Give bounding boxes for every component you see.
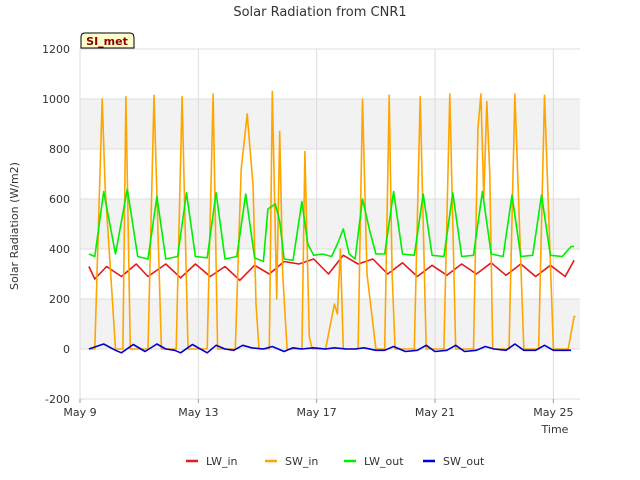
y-tick-label: 0: [63, 343, 70, 356]
y-tick-label: 800: [49, 143, 70, 156]
chart-title: Solar Radiation from CNR1: [233, 5, 406, 20]
y-axis-label: Solar Radiation (W/m2): [8, 162, 21, 290]
x-tick-label: May 25: [533, 406, 573, 419]
series-line-sw-out: [88, 343, 572, 354]
legend-label-sw-in: SW_in: [285, 455, 318, 468]
x-axis-label: Time: [541, 423, 569, 436]
axis-ticks: -200 0 200 400 600 800 1000 1200 May 9 May 13 May …: [42, 43, 573, 419]
station-badge-box: [80, 32, 135, 49]
x-tick-label: May 13: [178, 406, 218, 419]
x-tick-label: May 21: [415, 406, 455, 419]
plot-bands: [80, 49, 580, 399]
x-tick-label: May 17: [297, 406, 337, 419]
plot-band: [80, 249, 580, 299]
y-tick-label: 600: [49, 193, 70, 206]
plot-band: [80, 349, 580, 399]
legend: LW_in SW_in LW_out SW_out: [186, 455, 485, 468]
y-tick-label: 1200: [42, 43, 70, 56]
y-tick-label: 1000: [42, 93, 70, 106]
x-tick-label: May 9: [63, 406, 96, 419]
y-tick-label: 400: [49, 243, 70, 256]
legend-label-lw-out: LW_out: [364, 455, 404, 468]
station-badge-label: SI_met: [86, 35, 128, 48]
legend-label-sw-out: SW_out: [443, 455, 485, 468]
plot-band: [80, 49, 580, 99]
y-tick-label: 200: [49, 293, 70, 306]
grid-lines: [79, 48, 580, 400]
legend-label-lw-in: LW_in: [206, 455, 238, 468]
plot-band: [80, 99, 580, 149]
series-line-lw-in: [88, 254, 575, 282]
series-line-sw-in: [88, 90, 576, 350]
series-lines: [88, 90, 576, 354]
y-tick-label: -200: [45, 393, 70, 406]
station-badge: SI_met: [80, 32, 135, 49]
plot-band: [80, 149, 580, 199]
series-line-lw-out: [88, 188, 575, 263]
